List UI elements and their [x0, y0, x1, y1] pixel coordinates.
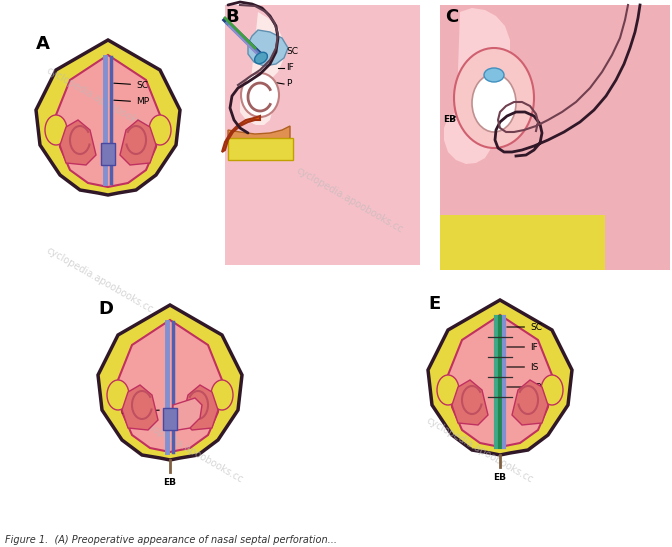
Ellipse shape [149, 115, 171, 145]
Polygon shape [56, 55, 160, 187]
Polygon shape [452, 380, 488, 425]
Ellipse shape [437, 375, 459, 405]
Bar [228, 138, 293, 160]
Polygon shape [122, 385, 158, 430]
Ellipse shape [45, 115, 67, 145]
Text: D: D [98, 300, 113, 318]
Polygon shape [222, 116, 260, 152]
Polygon shape [120, 120, 156, 165]
Bar [225, 5, 420, 265]
Ellipse shape [107, 380, 129, 410]
Text: cyclopedia.apoobooks.cc: cyclopedia.apoobooks.cc [45, 65, 155, 135]
Text: E: E [428, 295, 440, 313]
Text: C: C [445, 8, 458, 26]
Text: SR: SR [507, 382, 542, 392]
Polygon shape [60, 120, 96, 165]
Polygon shape [448, 315, 552, 447]
Text: B: B [225, 8, 239, 26]
Text: cyclopedia.apoobooks.cc: cyclopedia.apoobooks.cc [295, 165, 405, 235]
Ellipse shape [541, 375, 563, 405]
Polygon shape [444, 8, 510, 164]
Text: EB: EB [163, 478, 177, 487]
Text: IF: IF [507, 342, 538, 352]
Bar [440, 5, 670, 270]
Text: Figure 1.  (A) Preoperative appearance of nasal septal perforation...: Figure 1. (A) Preoperative appearance of… [5, 535, 337, 545]
Polygon shape [240, 12, 284, 125]
Text: EB: EB [493, 473, 507, 482]
Text: IF: IF [120, 408, 159, 416]
Ellipse shape [211, 380, 233, 410]
Bar [163, 408, 177, 430]
Ellipse shape [241, 73, 279, 117]
Polygon shape [98, 305, 242, 460]
Text: SC: SC [286, 48, 298, 56]
Text: EB: EB [443, 115, 456, 125]
Text: A: A [36, 35, 50, 53]
Text: cyclopedia.apoobooks.cc: cyclopedia.apoobooks.cc [425, 415, 535, 485]
Polygon shape [428, 300, 572, 455]
Bar [101, 143, 115, 165]
Polygon shape [173, 398, 202, 430]
Text: SC: SC [507, 323, 542, 331]
Polygon shape [118, 320, 222, 452]
Text: IF: IF [286, 63, 294, 73]
Text: SC: SC [114, 80, 148, 90]
Ellipse shape [454, 48, 534, 148]
Text: cyclopedia.apoobooks.cc: cyclopedia.apoobooks.cc [135, 415, 245, 485]
Polygon shape [182, 385, 218, 430]
Bar [440, 215, 605, 270]
Polygon shape [512, 380, 548, 425]
Ellipse shape [484, 68, 504, 82]
Text: P: P [286, 79, 292, 89]
Text: SF: SF [201, 404, 221, 412]
Text: MP: MP [114, 97, 149, 107]
Polygon shape [228, 126, 290, 145]
Polygon shape [248, 30, 288, 66]
Text: cyclopedia.apoobooks.cc: cyclopedia.apoobooks.cc [45, 245, 155, 315]
Polygon shape [36, 40, 180, 195]
Ellipse shape [255, 53, 267, 64]
Text: IS: IS [507, 363, 538, 371]
Text: P: P [526, 94, 532, 102]
Ellipse shape [472, 74, 516, 132]
